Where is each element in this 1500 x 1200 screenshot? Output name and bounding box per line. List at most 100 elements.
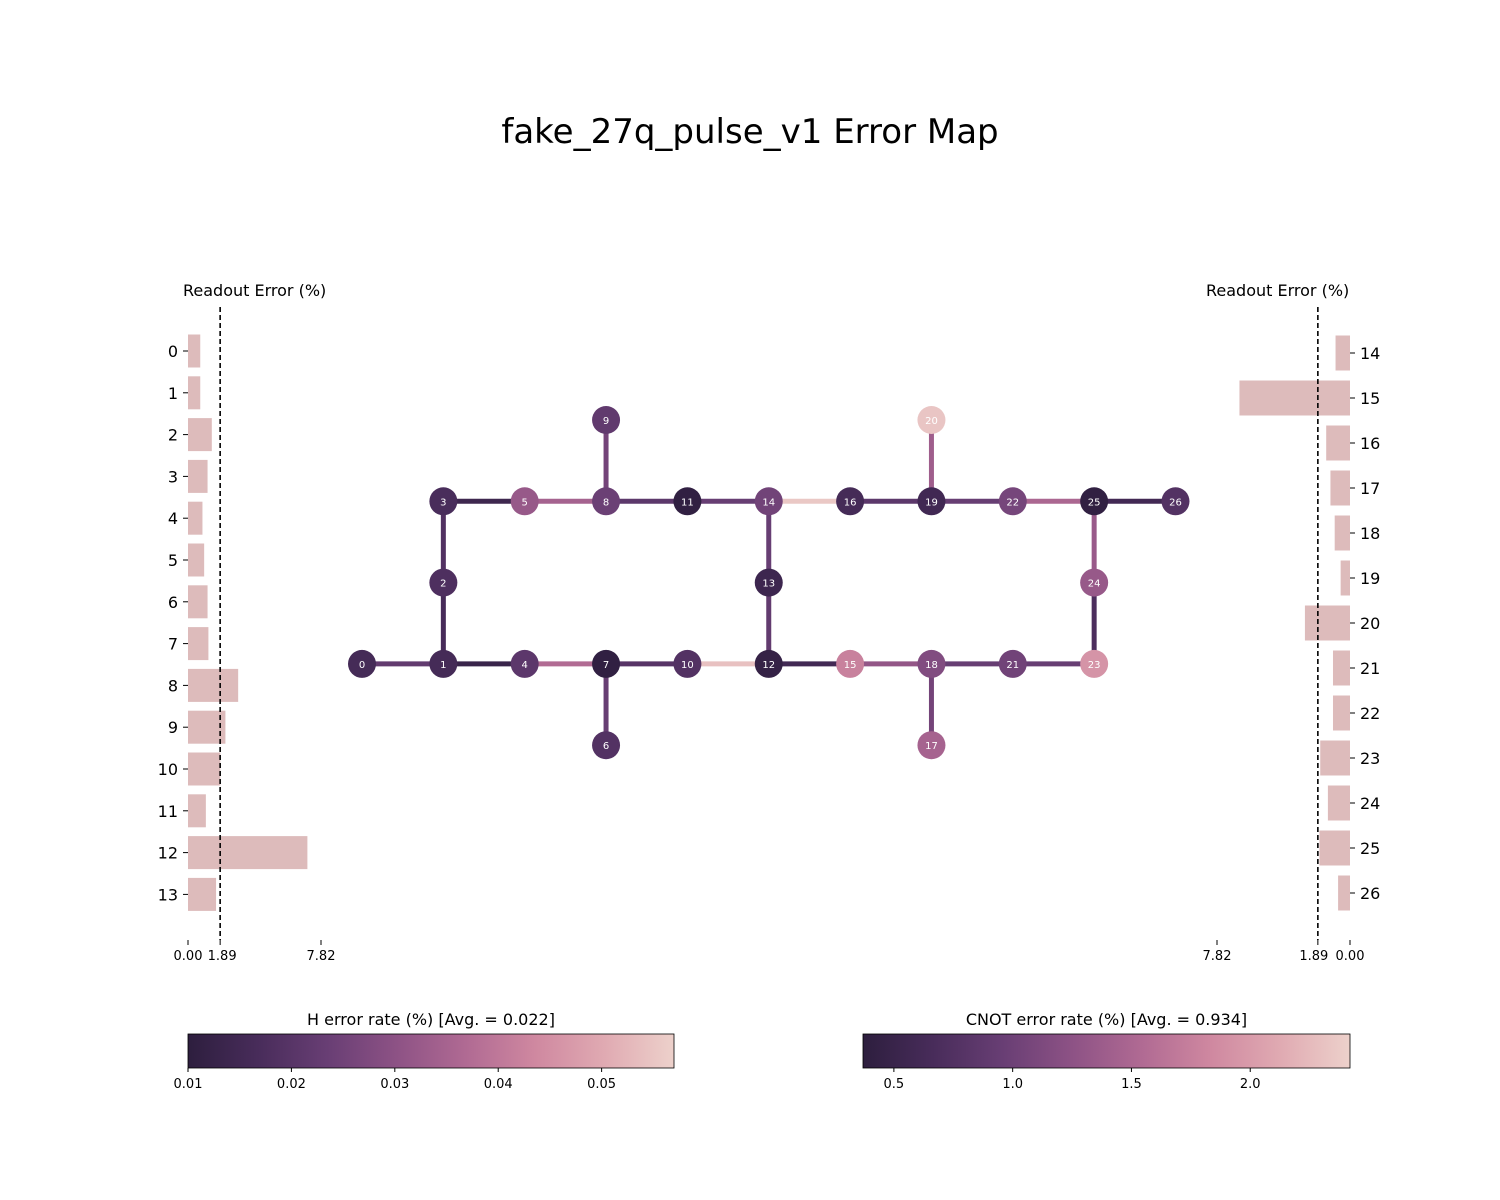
right-readout-bar-17: [1330, 470, 1350, 506]
qubit-node-13: [754, 568, 783, 597]
qubit-label-8: 8: [603, 497, 609, 508]
right-readout-bar-24: [1327, 785, 1350, 821]
left-readout-bar-5: [188, 543, 205, 577]
qubit-label-20: 20: [925, 416, 938, 427]
qubit-node-10: [673, 649, 702, 678]
qubit-label-3: 3: [440, 497, 446, 508]
qubit-label-5: 5: [522, 497, 528, 508]
qubit-node-14: [754, 487, 783, 516]
right-readout-bar-25: [1319, 830, 1350, 866]
cnot-error-colorbar-tick-label: 0.5: [884, 1077, 905, 1092]
h-error-colorbar-tick-label: 0.04: [484, 1077, 513, 1092]
h-error-colorbar-tick-label: 0.02: [277, 1077, 306, 1092]
left-readout-label-5: 5: [168, 551, 178, 570]
qubit-label-15: 15: [844, 660, 857, 671]
qubit-node-16: [836, 487, 865, 516]
right-readout-label-23: 23: [1360, 749, 1380, 768]
qubit-label-22: 22: [1006, 497, 1019, 508]
right-readout-bar-22: [1332, 695, 1350, 731]
qubit-label-12: 12: [762, 660, 775, 671]
qubit-label-19: 19: [925, 497, 938, 508]
left-readout-title: Readout Error (%): [183, 281, 327, 300]
qubit-node-4: [510, 649, 539, 678]
left-readout-bar-2: [188, 418, 212, 452]
left-readout-label-3: 3: [168, 467, 178, 486]
qubit-label-9: 9: [603, 416, 609, 427]
qubit-node-26: [1161, 487, 1190, 516]
qubit-node-18: [917, 649, 946, 678]
left-readout-label-0: 0: [168, 342, 178, 361]
left-readout-label-8: 8: [168, 676, 178, 695]
right-readout-bar-20: [1304, 605, 1350, 641]
right-readout-label-22: 22: [1360, 704, 1380, 723]
left-readout-bar-8: [188, 668, 239, 702]
left-readout-label-13: 13: [158, 885, 178, 904]
qubit-label-13: 13: [762, 579, 775, 590]
qubit-node-11: [673, 487, 702, 516]
qubit-node-2: [429, 568, 458, 597]
h-error-colorbar-bar: [187, 1033, 675, 1069]
qubit-label-10: 10: [681, 660, 694, 671]
qubit-label-4: 4: [522, 660, 528, 671]
cnot-error-colorbar: 0.5 1.0 1.5 2.0: [862, 1033, 1351, 1092]
qubit-node-3: [429, 487, 458, 516]
left-readout-label-6: 6: [168, 593, 178, 612]
qubit-node-5: [510, 487, 539, 516]
right-readout-label-15: 15: [1360, 389, 1380, 408]
qubit-node-23: [1080, 649, 1109, 678]
qubit-label-26: 26: [1169, 497, 1182, 508]
cnot-colorbar-title: CNOT error rate (%) [Avg. = 0.934]: [965, 1010, 1248, 1029]
left-readout-label-11: 11: [158, 802, 178, 821]
right-readout-label-14: 14: [1360, 344, 1380, 363]
left-readout-bar-12: [188, 836, 308, 870]
qubit-label-18: 18: [925, 660, 938, 671]
qubit-label-0: 0: [359, 660, 365, 671]
right-readout-label-19: 19: [1360, 569, 1380, 588]
qubit-node-19: [917, 487, 946, 516]
qubit-node-7: [592, 649, 621, 678]
left-readout-label-9: 9: [168, 718, 178, 737]
left-readout-bar-9: [188, 710, 226, 744]
right-readout-label-20: 20: [1360, 614, 1380, 633]
qubit-node-9: [592, 406, 621, 434]
left-readout-bar-11: [188, 794, 206, 828]
right-readout-bar-16: [1326, 425, 1350, 461]
qubit-node-0: [348, 649, 376, 678]
h-error-colorbar-tick-label: 0.05: [587, 1077, 616, 1092]
qubit-label-6: 6: [603, 741, 609, 752]
right-readout-label-24: 24: [1360, 794, 1380, 813]
qubit-label-14: 14: [762, 497, 775, 508]
cnot-error-colorbar-bar: [862, 1033, 1351, 1069]
left-readout-bar-13: [188, 877, 217, 911]
right-readout-bar-26: [1338, 875, 1350, 911]
h-error-colorbar: 0.01 0.02 0.03 0.04 0.05: [174, 1033, 675, 1092]
right-readout-label-17: 17: [1360, 479, 1380, 498]
left-readout-bar-6: [188, 585, 208, 619]
left-readout-bar-4: [188, 501, 203, 535]
qubit-label-7: 7: [603, 660, 609, 671]
coupling-map: 0 123456789101112131415161718192021222324…: [348, 406, 1190, 760]
qubit-node-21: [998, 649, 1027, 678]
right-readout-label-25: 25: [1360, 839, 1380, 858]
right-readout-xtick-label: 7.82: [1203, 949, 1232, 964]
left-readout-xtick-label: 1.89: [208, 949, 237, 964]
right-readout-label-18: 18: [1360, 524, 1380, 543]
right-readout-label-21: 21: [1360, 659, 1380, 678]
left-readout-xtick-label: 7.82: [307, 949, 336, 964]
qubit-node-25: [1080, 487, 1109, 516]
h-error-colorbar-tick-label: 0.01: [174, 1077, 203, 1092]
right-readout-panel: 14 15 16 17 18 19 20 21 22 23 24 25 26 7.82 1.89 0.00: [1203, 307, 1380, 964]
left-readout-bar-0: [188, 334, 201, 368]
right-readout-bar-14: [1335, 335, 1350, 371]
left-readout-label-4: 4: [168, 509, 178, 528]
qubit-node-17: [917, 731, 946, 760]
right-readout-bar-21: [1332, 650, 1350, 686]
qubit-node-8: [592, 487, 621, 516]
qubit-label-23: 23: [1088, 660, 1101, 671]
qubit-node-24: [1080, 568, 1109, 597]
qubit-node-1: [429, 649, 458, 678]
cnot-error-colorbar-tick-label: 1.0: [1002, 1077, 1023, 1092]
qubit-node-6: [592, 731, 621, 760]
left-readout-bar-10: [188, 752, 221, 786]
qubit-label-1: 1: [440, 660, 446, 671]
